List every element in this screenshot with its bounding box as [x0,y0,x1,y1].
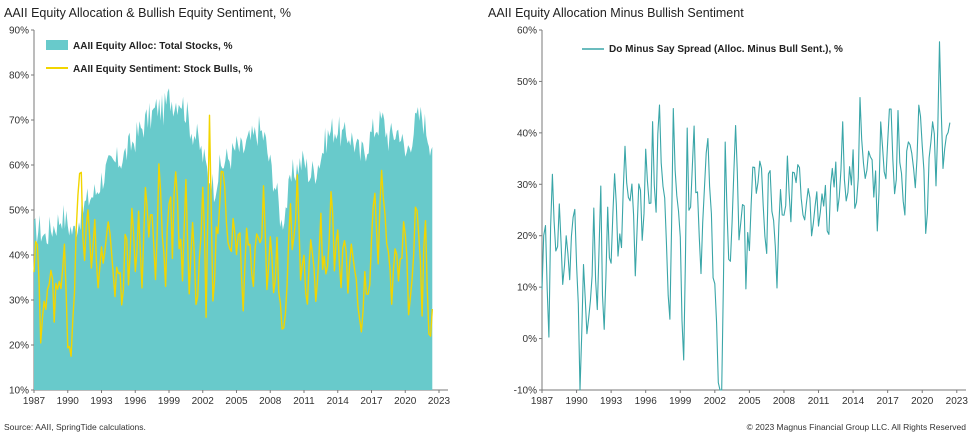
right-y-tick-label: 20% [517,231,537,242]
right-y-tick-label: 10% [517,283,537,294]
right-x-tick-label: 2020 [911,396,934,407]
right-y-tick-label: -10% [514,386,537,397]
left-chart-title: AAII Equity Allocation & Bullish Equity … [4,6,291,20]
right-y-tick-label: 40% [517,128,537,139]
bullish-sentiment-line [33,114,433,357]
right-x-tick-label: 1990 [565,396,588,407]
left-x-tick-label: 2020 [394,396,417,407]
right-x-tick-label: 2002 [704,396,727,407]
left-x-tick-label: 1993 [90,396,113,407]
left-x-tick-label: 2008 [259,396,282,407]
left-x-tick-label: 1987 [23,396,46,407]
right-y-tick-label: 30% [517,180,537,191]
right-y-tick-label: 60% [517,26,537,37]
right-chart: -10% 0% 10% 20% 30% 40% 50% 60% 1987 1990 1993 1996… [514,26,969,408]
left-x-tick-label: 2014 [327,396,350,407]
copyright-note: © 2023 Magnus Financial Group LLC. All R… [746,422,966,432]
right-x-tick-label: 1987 [531,396,554,407]
right-x-tick-label: 2023 [946,396,969,407]
left-chart: 10% 20% 30% 40% 50% 60% 70% 80% 90% 1987 1990 1993 1… [9,26,451,408]
left-y-tick-label: 80% [9,71,29,82]
right-x-tick-label: 2017 [877,396,900,407]
right-x-tick-label: 1996 [635,396,658,407]
right-x-tick-label: 1993 [600,396,623,407]
right-chart-title: AAII Equity Allocation Minus Bullish Sen… [488,6,744,20]
right-x-tick-label: 2005 [738,396,761,407]
spread-line [541,41,951,391]
legend-label-bullish-sentiment: AAII Equity Sentiment: Stock Bulls, % [73,64,253,75]
left-y-tick-label: 70% [9,116,29,127]
left-y-tick-label: 90% [9,26,29,37]
right-x-tick-label: 2008 [773,396,796,407]
left-y-tick-label: 40% [9,251,29,262]
legend-swatch-equity-allocation [46,40,68,50]
right-x-tick-label: 2014 [842,396,865,407]
left-y-tick-label: 20% [9,341,29,352]
left-x-tick-label: 1999 [158,396,181,407]
left-y-tick-label: 10% [9,386,29,397]
source-note: Source: AAII, SpringTide calculations. [4,422,146,432]
legend-label-spread: Do Minus Say Spread (Alloc. Minus Bull S… [609,44,843,55]
right-x-tick-label: 2011 [808,396,830,407]
left-x-tick-label: 2017 [360,396,383,407]
left-x-tick-label: 2005 [225,396,248,407]
left-y-tick-label: 60% [9,161,29,172]
left-x-tick-label: 2011 [293,396,315,407]
left-x-tick-label: 1996 [124,396,147,407]
left-x-tick-label: 1990 [57,396,80,407]
left-y-tick-label: 30% [9,296,29,307]
left-y-tick-label: 50% [9,206,29,217]
equity-allocation-area [34,88,433,391]
legend-label-equity-allocation: AAII Equity Alloc: Total Stocks, % [73,41,233,52]
right-y-tick-label: 50% [517,77,537,88]
left-x-tick-label: 2002 [192,396,215,407]
right-x-tick-label: 1999 [669,396,692,407]
left-x-tick-label: 2023 [428,396,451,407]
right-y-tick-label: 0% [523,334,538,345]
